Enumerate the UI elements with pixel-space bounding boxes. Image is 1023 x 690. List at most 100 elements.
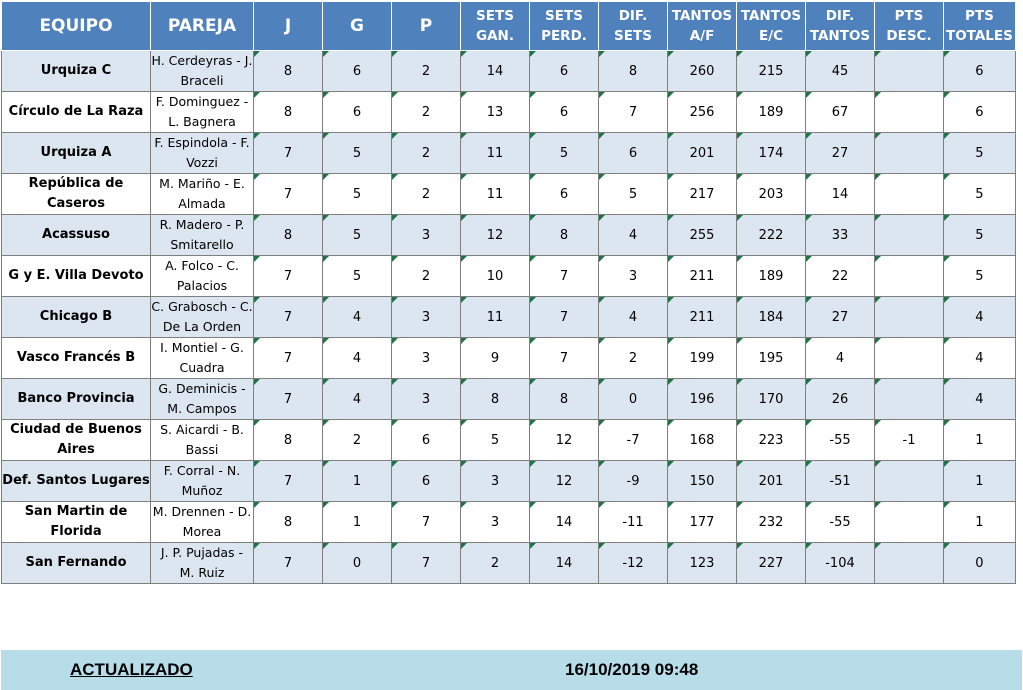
cell-tantos-af[interactable]: 199: [667, 337, 737, 379]
cell-sets-perd[interactable]: 12: [529, 460, 599, 502]
cell-g[interactable]: 2: [322, 419, 392, 461]
cell-j[interactable]: 7: [253, 460, 323, 502]
cell-pair[interactable]: S. Aicardi - B. Bassi: [150, 419, 254, 461]
cell-dif-tantos[interactable]: 22: [805, 255, 875, 297]
cell-j[interactable]: 8: [253, 501, 323, 543]
cell-tantos-af[interactable]: 177: [667, 501, 737, 543]
cell-pair[interactable]: C. Grabosch - C. De La Orden: [150, 296, 254, 338]
cell-dif-sets[interactable]: 6: [598, 132, 668, 174]
cell-team[interactable]: Ciudad de Buenos Aires: [1, 419, 151, 461]
cell-j[interactable]: 7: [253, 173, 323, 215]
cell-dif-tantos[interactable]: 27: [805, 296, 875, 338]
cell-pts-totales[interactable]: 1: [943, 419, 1016, 461]
cell-sets-gan[interactable]: 9: [460, 337, 530, 379]
cell-p[interactable]: 7: [391, 501, 461, 543]
cell-dif-sets[interactable]: 4: [598, 296, 668, 338]
cell-dif-sets[interactable]: -12: [598, 542, 668, 584]
cell-pts-totales[interactable]: 4: [943, 296, 1016, 338]
cell-team[interactable]: Vasco Francés B: [1, 337, 151, 379]
header-dif-sets[interactable]: DIF. SETS: [598, 1, 668, 51]
cell-tantos-af[interactable]: 256: [667, 91, 737, 133]
cell-dif-sets[interactable]: -9: [598, 460, 668, 502]
cell-sets-gan[interactable]: 5: [460, 419, 530, 461]
cell-tantos-af[interactable]: 260: [667, 50, 737, 92]
header-dif-tantos[interactable]: DIF. TANTOS: [805, 1, 875, 51]
cell-tantos-af[interactable]: 217: [667, 173, 737, 215]
cell-pts-desc[interactable]: [874, 296, 944, 338]
cell-j[interactable]: 7: [253, 255, 323, 297]
header-j[interactable]: J: [253, 1, 323, 51]
cell-tantos-ec[interactable]: 195: [736, 337, 806, 379]
cell-p[interactable]: 7: [391, 542, 461, 584]
cell-g[interactable]: 1: [322, 501, 392, 543]
cell-sets-perd[interactable]: 6: [529, 50, 599, 92]
cell-tantos-af[interactable]: 255: [667, 214, 737, 256]
cell-pts-totales[interactable]: 5: [943, 173, 1016, 215]
cell-dif-sets[interactable]: 5: [598, 173, 668, 215]
cell-g[interactable]: 5: [322, 255, 392, 297]
cell-tantos-af[interactable]: 123: [667, 542, 737, 584]
cell-g[interactable]: 4: [322, 378, 392, 420]
cell-tantos-ec[interactable]: 201: [736, 460, 806, 502]
cell-tantos-ec[interactable]: 189: [736, 91, 806, 133]
header-p[interactable]: P: [391, 1, 461, 51]
cell-dif-tantos[interactable]: -51: [805, 460, 875, 502]
cell-tantos-ec[interactable]: 227: [736, 542, 806, 584]
cell-sets-perd[interactable]: 12: [529, 419, 599, 461]
cell-pts-totales[interactable]: 1: [943, 501, 1016, 543]
cell-sets-gan[interactable]: 14: [460, 50, 530, 92]
header-pts-totales[interactable]: PTS TOTALES: [943, 1, 1016, 51]
cell-tantos-ec[interactable]: 215: [736, 50, 806, 92]
cell-g[interactable]: 4: [322, 296, 392, 338]
cell-tantos-ec[interactable]: 203: [736, 173, 806, 215]
cell-pts-totales[interactable]: 5: [943, 214, 1016, 256]
header-sets-gan[interactable]: SETS GAN.: [460, 1, 530, 51]
cell-pts-totales[interactable]: 6: [943, 91, 1016, 133]
cell-tantos-af[interactable]: 201: [667, 132, 737, 174]
cell-tantos-af[interactable]: 150: [667, 460, 737, 502]
cell-pts-desc[interactable]: -1: [874, 419, 944, 461]
cell-pair[interactable]: F. Corral - N. Muñoz: [150, 460, 254, 502]
cell-tantos-af[interactable]: 211: [667, 255, 737, 297]
cell-sets-perd[interactable]: 8: [529, 214, 599, 256]
cell-team[interactable]: Acassuso: [1, 214, 151, 256]
cell-g[interactable]: 1: [322, 460, 392, 502]
cell-dif-sets[interactable]: -7: [598, 419, 668, 461]
cell-sets-perd[interactable]: 7: [529, 255, 599, 297]
cell-g[interactable]: 0: [322, 542, 392, 584]
cell-sets-perd[interactable]: 5: [529, 132, 599, 174]
cell-j[interactable]: 7: [253, 132, 323, 174]
cell-team[interactable]: República de Caseros: [1, 173, 151, 215]
cell-tantos-ec[interactable]: 189: [736, 255, 806, 297]
cell-team[interactable]: Urquiza A: [1, 132, 151, 174]
cell-sets-gan[interactable]: 2: [460, 542, 530, 584]
cell-pts-desc[interactable]: [874, 460, 944, 502]
cell-tantos-ec[interactable]: 174: [736, 132, 806, 174]
header-equipo[interactable]: EQUIPO: [1, 1, 151, 51]
cell-team[interactable]: Banco Provincia: [1, 378, 151, 420]
cell-pair[interactable]: F. Espindola - F. Vozzi: [150, 132, 254, 174]
cell-tantos-af[interactable]: 211: [667, 296, 737, 338]
cell-dif-sets[interactable]: 8: [598, 50, 668, 92]
cell-pair[interactable]: G. Deminicis - M. Campos: [150, 378, 254, 420]
cell-pts-desc[interactable]: [874, 501, 944, 543]
cell-pts-totales[interactable]: 5: [943, 132, 1016, 174]
cell-j[interactable]: 8: [253, 91, 323, 133]
cell-j[interactable]: 7: [253, 378, 323, 420]
cell-sets-perd[interactable]: 7: [529, 337, 599, 379]
cell-team[interactable]: Def. Santos Lugares: [1, 460, 151, 502]
cell-p[interactable]: 2: [391, 132, 461, 174]
cell-pts-totales[interactable]: 6: [943, 50, 1016, 92]
cell-pair[interactable]: R. Madero - P. Smitarello: [150, 214, 254, 256]
cell-pts-totales[interactable]: 4: [943, 337, 1016, 379]
cell-dif-tantos[interactable]: 67: [805, 91, 875, 133]
cell-dif-sets[interactable]: 7: [598, 91, 668, 133]
cell-dif-sets[interactable]: 0: [598, 378, 668, 420]
cell-dif-sets[interactable]: 3: [598, 255, 668, 297]
cell-sets-gan[interactable]: 3: [460, 501, 530, 543]
cell-sets-perd[interactable]: 14: [529, 501, 599, 543]
cell-pts-totales[interactable]: 0: [943, 542, 1016, 584]
cell-sets-gan[interactable]: 3: [460, 460, 530, 502]
cell-pair[interactable]: J. P. Pujadas - M. Ruiz: [150, 542, 254, 584]
cell-pts-totales[interactable]: 5: [943, 255, 1016, 297]
